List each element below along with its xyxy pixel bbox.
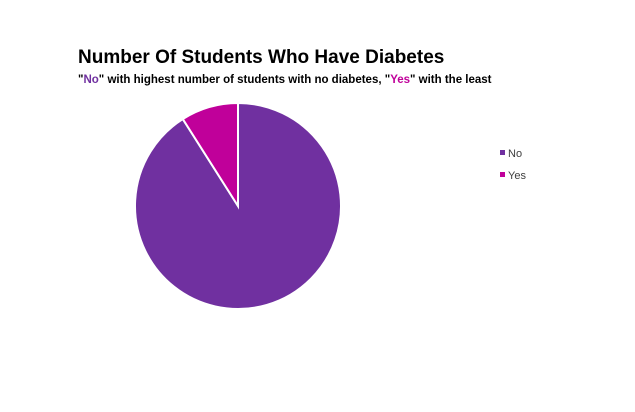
subtitle-part-1: No bbox=[83, 74, 99, 86]
legend-label-no: No bbox=[508, 148, 522, 160]
chart-subtitle: "No" with highest number of students wit… bbox=[78, 74, 492, 86]
subtitle-part-0: " bbox=[78, 74, 84, 86]
chart-title: Number Of Students Who Have Diabetes bbox=[78, 47, 445, 68]
legend-swatch-yes bbox=[500, 172, 505, 177]
legend-label-yes: Yes bbox=[508, 170, 526, 182]
subtitle-part-2: " with highest number of students with n… bbox=[98, 74, 391, 86]
legend-swatch-no bbox=[500, 150, 505, 155]
subtitle-part-4: " with the least bbox=[410, 74, 492, 86]
pie-slices bbox=[134, 101, 342, 310]
pie-slice-yes bbox=[181, 101, 239, 210]
chart-legend: No Yes bbox=[500, 148, 526, 182]
subtitle-part-3: Yes bbox=[390, 74, 411, 86]
